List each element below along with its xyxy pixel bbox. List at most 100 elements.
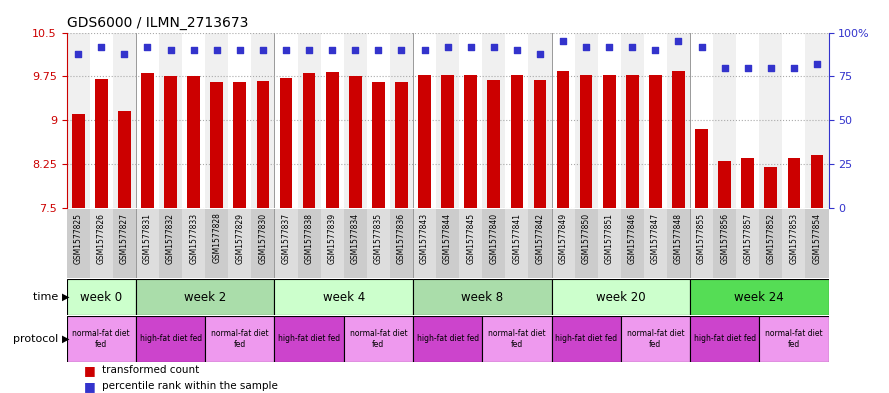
Text: high-fat diet fed: high-fat diet fed bbox=[555, 334, 617, 343]
Text: GSM1577825: GSM1577825 bbox=[74, 213, 83, 264]
Bar bbox=[413, 209, 436, 278]
Bar bbox=[464, 75, 477, 208]
Text: GDS6000 / ILMN_2713673: GDS6000 / ILMN_2713673 bbox=[67, 16, 248, 30]
Bar bbox=[275, 33, 298, 208]
Bar bbox=[482, 33, 505, 208]
Bar bbox=[275, 279, 413, 315]
Bar bbox=[505, 209, 528, 278]
Point bbox=[441, 44, 455, 50]
Text: GSM1577828: GSM1577828 bbox=[212, 213, 221, 263]
Point bbox=[764, 64, 778, 71]
Bar bbox=[90, 33, 113, 208]
Point bbox=[717, 64, 732, 71]
Point bbox=[71, 50, 85, 57]
Text: GSM1577836: GSM1577836 bbox=[396, 213, 406, 264]
Bar bbox=[159, 209, 182, 278]
Bar bbox=[649, 75, 661, 208]
Point bbox=[486, 44, 501, 50]
Point bbox=[556, 38, 570, 44]
Bar bbox=[482, 316, 551, 362]
Bar bbox=[597, 33, 621, 208]
Text: week 2: week 2 bbox=[184, 290, 227, 304]
Bar bbox=[90, 209, 113, 278]
Point bbox=[533, 50, 547, 57]
Bar bbox=[136, 279, 275, 315]
Bar bbox=[690, 316, 759, 362]
Point bbox=[625, 44, 639, 50]
Bar bbox=[528, 33, 551, 208]
Text: GSM1577852: GSM1577852 bbox=[766, 213, 775, 264]
Bar bbox=[205, 209, 228, 278]
Bar bbox=[759, 209, 782, 278]
Text: GSM1577835: GSM1577835 bbox=[374, 213, 383, 264]
Bar bbox=[418, 75, 431, 208]
Bar bbox=[736, 33, 759, 208]
Text: GSM1577840: GSM1577840 bbox=[489, 213, 499, 264]
Bar bbox=[436, 209, 459, 278]
Bar bbox=[580, 75, 592, 208]
Bar bbox=[298, 209, 321, 278]
Bar bbox=[275, 316, 344, 362]
Bar bbox=[597, 209, 621, 278]
Bar bbox=[159, 33, 182, 208]
Text: week 8: week 8 bbox=[461, 290, 503, 304]
Bar bbox=[136, 33, 159, 208]
Point bbox=[787, 64, 801, 71]
Text: week 24: week 24 bbox=[734, 290, 784, 304]
Text: normal-fat diet
fed: normal-fat diet fed bbox=[73, 329, 130, 349]
Bar bbox=[252, 209, 275, 278]
Text: normal-fat diet
fed: normal-fat diet fed bbox=[627, 329, 685, 349]
Text: GSM1577844: GSM1577844 bbox=[443, 213, 453, 264]
Text: high-fat diet fed: high-fat diet fed bbox=[417, 334, 478, 343]
Bar bbox=[482, 209, 505, 278]
Bar bbox=[690, 209, 713, 278]
Bar bbox=[113, 209, 136, 278]
Bar bbox=[95, 79, 108, 208]
Text: GSM1577849: GSM1577849 bbox=[558, 213, 567, 264]
Bar bbox=[228, 33, 252, 208]
Text: GSM1577855: GSM1577855 bbox=[697, 213, 706, 264]
Point bbox=[395, 47, 409, 53]
Bar bbox=[252, 33, 275, 208]
Bar bbox=[67, 209, 90, 278]
Bar bbox=[667, 33, 690, 208]
Bar bbox=[413, 279, 551, 315]
Bar bbox=[348, 76, 362, 208]
Bar bbox=[551, 209, 574, 278]
Bar bbox=[113, 33, 136, 208]
Bar bbox=[551, 279, 690, 315]
Bar bbox=[626, 75, 638, 208]
Bar bbox=[505, 33, 528, 208]
Point bbox=[418, 47, 432, 53]
Bar bbox=[188, 76, 200, 208]
Text: GSM1577837: GSM1577837 bbox=[282, 213, 291, 264]
Point bbox=[694, 44, 709, 50]
Bar bbox=[136, 209, 159, 278]
Text: GSM1577838: GSM1577838 bbox=[305, 213, 314, 264]
Bar bbox=[390, 33, 413, 208]
Bar bbox=[182, 209, 205, 278]
Bar bbox=[533, 81, 547, 208]
Bar bbox=[805, 33, 829, 208]
Bar bbox=[759, 33, 782, 208]
Text: normal-fat diet
fed: normal-fat diet fed bbox=[211, 329, 268, 349]
Text: normal-fat diet
fed: normal-fat diet fed bbox=[765, 329, 822, 349]
Bar bbox=[395, 82, 408, 208]
Bar bbox=[765, 167, 777, 208]
Bar bbox=[459, 209, 482, 278]
Text: GSM1577841: GSM1577841 bbox=[512, 213, 521, 264]
Bar bbox=[459, 33, 482, 208]
Bar bbox=[811, 155, 823, 208]
Point bbox=[210, 47, 224, 53]
Bar bbox=[621, 209, 644, 278]
Bar bbox=[413, 33, 436, 208]
Bar bbox=[413, 316, 482, 362]
Text: GSM1577827: GSM1577827 bbox=[120, 213, 129, 264]
Text: high-fat diet fed: high-fat diet fed bbox=[140, 334, 202, 343]
Text: protocol: protocol bbox=[13, 334, 62, 344]
Bar bbox=[667, 209, 690, 278]
Text: ▶: ▶ bbox=[62, 334, 69, 344]
Bar bbox=[326, 72, 339, 208]
Bar bbox=[275, 209, 298, 278]
Text: GSM1577853: GSM1577853 bbox=[789, 213, 798, 264]
